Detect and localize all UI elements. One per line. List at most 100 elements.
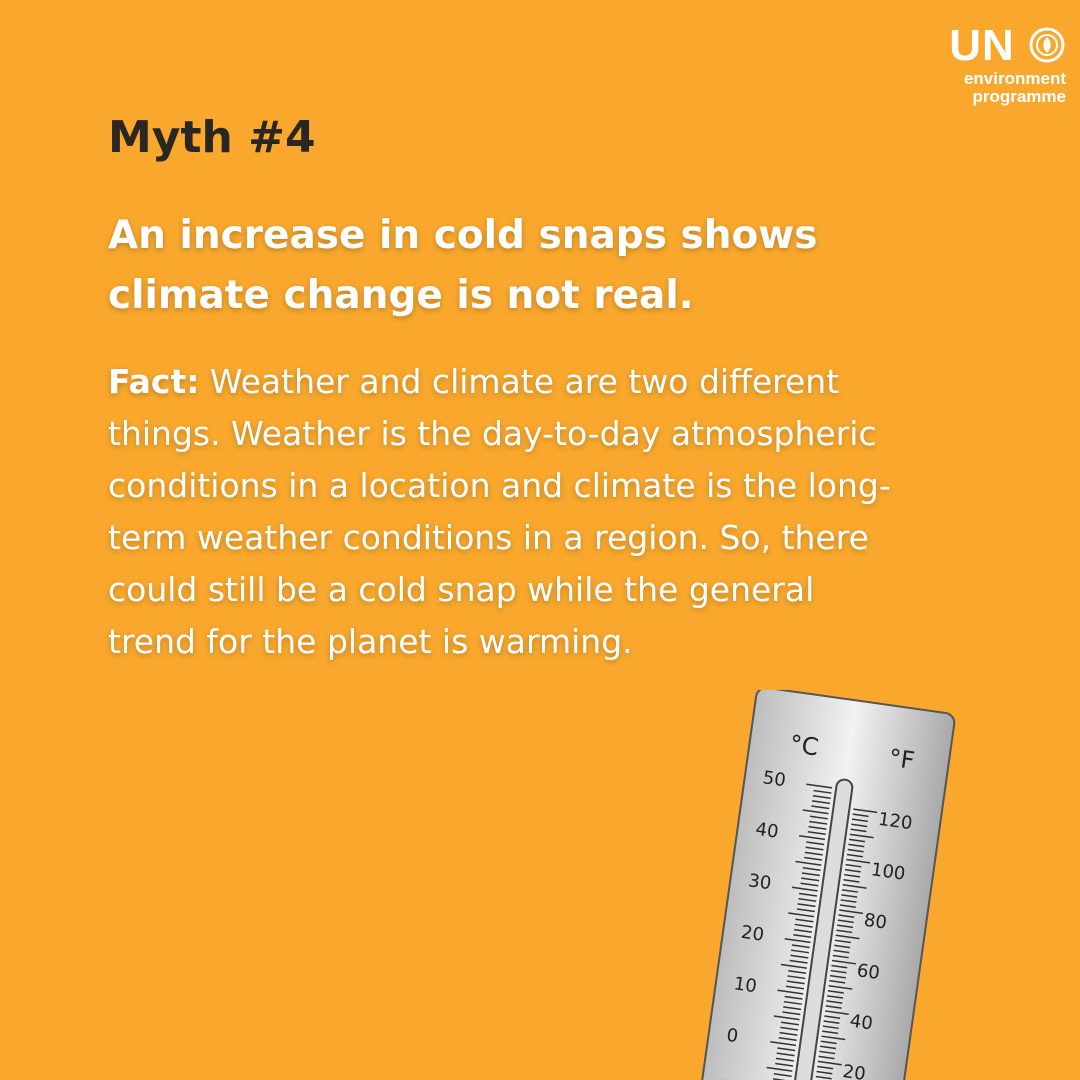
scale-tick — [778, 1036, 797, 1041]
scale-tick — [782, 1011, 801, 1016]
scale-tick — [849, 833, 874, 839]
scale-tick — [790, 954, 809, 959]
scale-tick — [846, 858, 871, 864]
scale-tick — [777, 989, 804, 995]
scale-tick — [834, 939, 851, 944]
scale-tick — [852, 813, 869, 818]
scale-tick — [817, 1060, 842, 1066]
celsius-label: 10 — [732, 973, 758, 997]
scale-tick — [780, 1026, 799, 1031]
scale-tick — [821, 1035, 846, 1041]
scale-tick — [820, 1040, 837, 1045]
scale-tick — [785, 985, 805, 990]
scale-tick — [851, 818, 868, 823]
scale-tick — [846, 853, 863, 858]
scale-tick — [837, 919, 854, 924]
scale-tick — [832, 954, 849, 959]
scale-tick — [827, 995, 844, 999]
scale-tick — [798, 897, 817, 902]
scale-tick — [783, 1000, 802, 1005]
scale-tick — [791, 949, 810, 954]
scale-tick — [784, 995, 803, 1000]
scale-tick — [817, 1065, 834, 1070]
scale-tick — [780, 1021, 799, 1026]
fahrenheit-unit: °F — [887, 744, 916, 775]
scale-tick — [842, 884, 867, 889]
celsius-label: 50 — [761, 767, 787, 791]
scale-tick — [815, 1075, 832, 1080]
scale-tick — [844, 868, 861, 873]
scale-tick — [822, 1030, 839, 1035]
scale-tick — [770, 1041, 797, 1047]
celsius-label: 20 — [740, 922, 766, 946]
celsius-label: 30 — [747, 870, 773, 894]
scale-tick — [819, 1045, 837, 1050]
scale-tick — [841, 894, 858, 898]
scale-tick — [802, 809, 829, 815]
scale-tick — [789, 959, 808, 964]
scale-tick — [823, 1020, 840, 1025]
scale-tick — [797, 903, 816, 908]
celsius-label: 0 — [725, 1025, 739, 1047]
logo-line: environment — [963, 69, 1066, 88]
scale-tick — [786, 980, 805, 985]
scale-tick — [795, 918, 814, 923]
scale-tick — [841, 889, 858, 893]
scale-tick — [838, 914, 855, 919]
scale-tick — [831, 964, 848, 969]
fact: Fact: Weather and climate are two differ… — [108, 356, 908, 668]
scale-tick — [827, 990, 844, 994]
scale-tick — [825, 1005, 842, 1009]
scale-tick — [813, 789, 832, 794]
scale-tick — [795, 860, 822, 866]
scale-tick — [783, 1006, 802, 1011]
scale-tick — [828, 984, 853, 990]
scale-tick — [836, 924, 854, 929]
scale-tick — [822, 1025, 839, 1030]
logo-text: UN — [949, 21, 1015, 70]
scale-tick — [848, 843, 865, 848]
scale-tick — [766, 1066, 793, 1072]
thermometer: °C °F 504030201001012010080604020 — [696, 690, 956, 1080]
scale-tick — [850, 828, 867, 833]
scale-tick — [775, 1057, 794, 1062]
scale-tick — [791, 886, 818, 892]
scale-tick — [853, 808, 878, 814]
scale-tick — [844, 873, 861, 878]
scale-tick — [818, 1055, 835, 1060]
scale-tick — [824, 1010, 849, 1016]
myth-title: Myth #4 — [108, 112, 316, 163]
fahrenheit-label: 60 — [855, 960, 881, 984]
scale-tick — [801, 872, 820, 877]
scale-tick — [800, 882, 819, 887]
scale-tick — [784, 938, 811, 944]
celsius-unit: °C — [788, 730, 820, 762]
scale-tick — [834, 944, 851, 949]
scale-tick — [806, 783, 833, 789]
scale-tick — [839, 909, 864, 915]
logo-main: UN — [946, 22, 1066, 70]
scale-tick — [801, 877, 820, 882]
celsius-label: 40 — [754, 819, 780, 843]
scale-tick — [819, 1050, 836, 1055]
scale-tick — [796, 908, 815, 913]
scale-tick — [829, 979, 846, 984]
scale-tick — [808, 825, 827, 830]
scale-tick — [780, 963, 807, 969]
scale-tick — [788, 912, 815, 918]
scale-tick — [832, 959, 856, 965]
fahrenheit-label: 20 — [841, 1061, 867, 1080]
scale-tick — [806, 841, 825, 846]
scale-tick — [812, 800, 831, 805]
scale-tick — [851, 823, 868, 828]
scale-tick — [845, 863, 862, 868]
scale-tick — [773, 1073, 792, 1078]
scale-tick — [793, 933, 812, 938]
scale-tick — [811, 805, 830, 810]
scale-tick — [829, 974, 846, 979]
scale-tick — [816, 1070, 833, 1075]
scale-tick — [807, 831, 826, 835]
celsius-label: 10 — [718, 1076, 744, 1080]
scale-tick — [804, 851, 823, 856]
